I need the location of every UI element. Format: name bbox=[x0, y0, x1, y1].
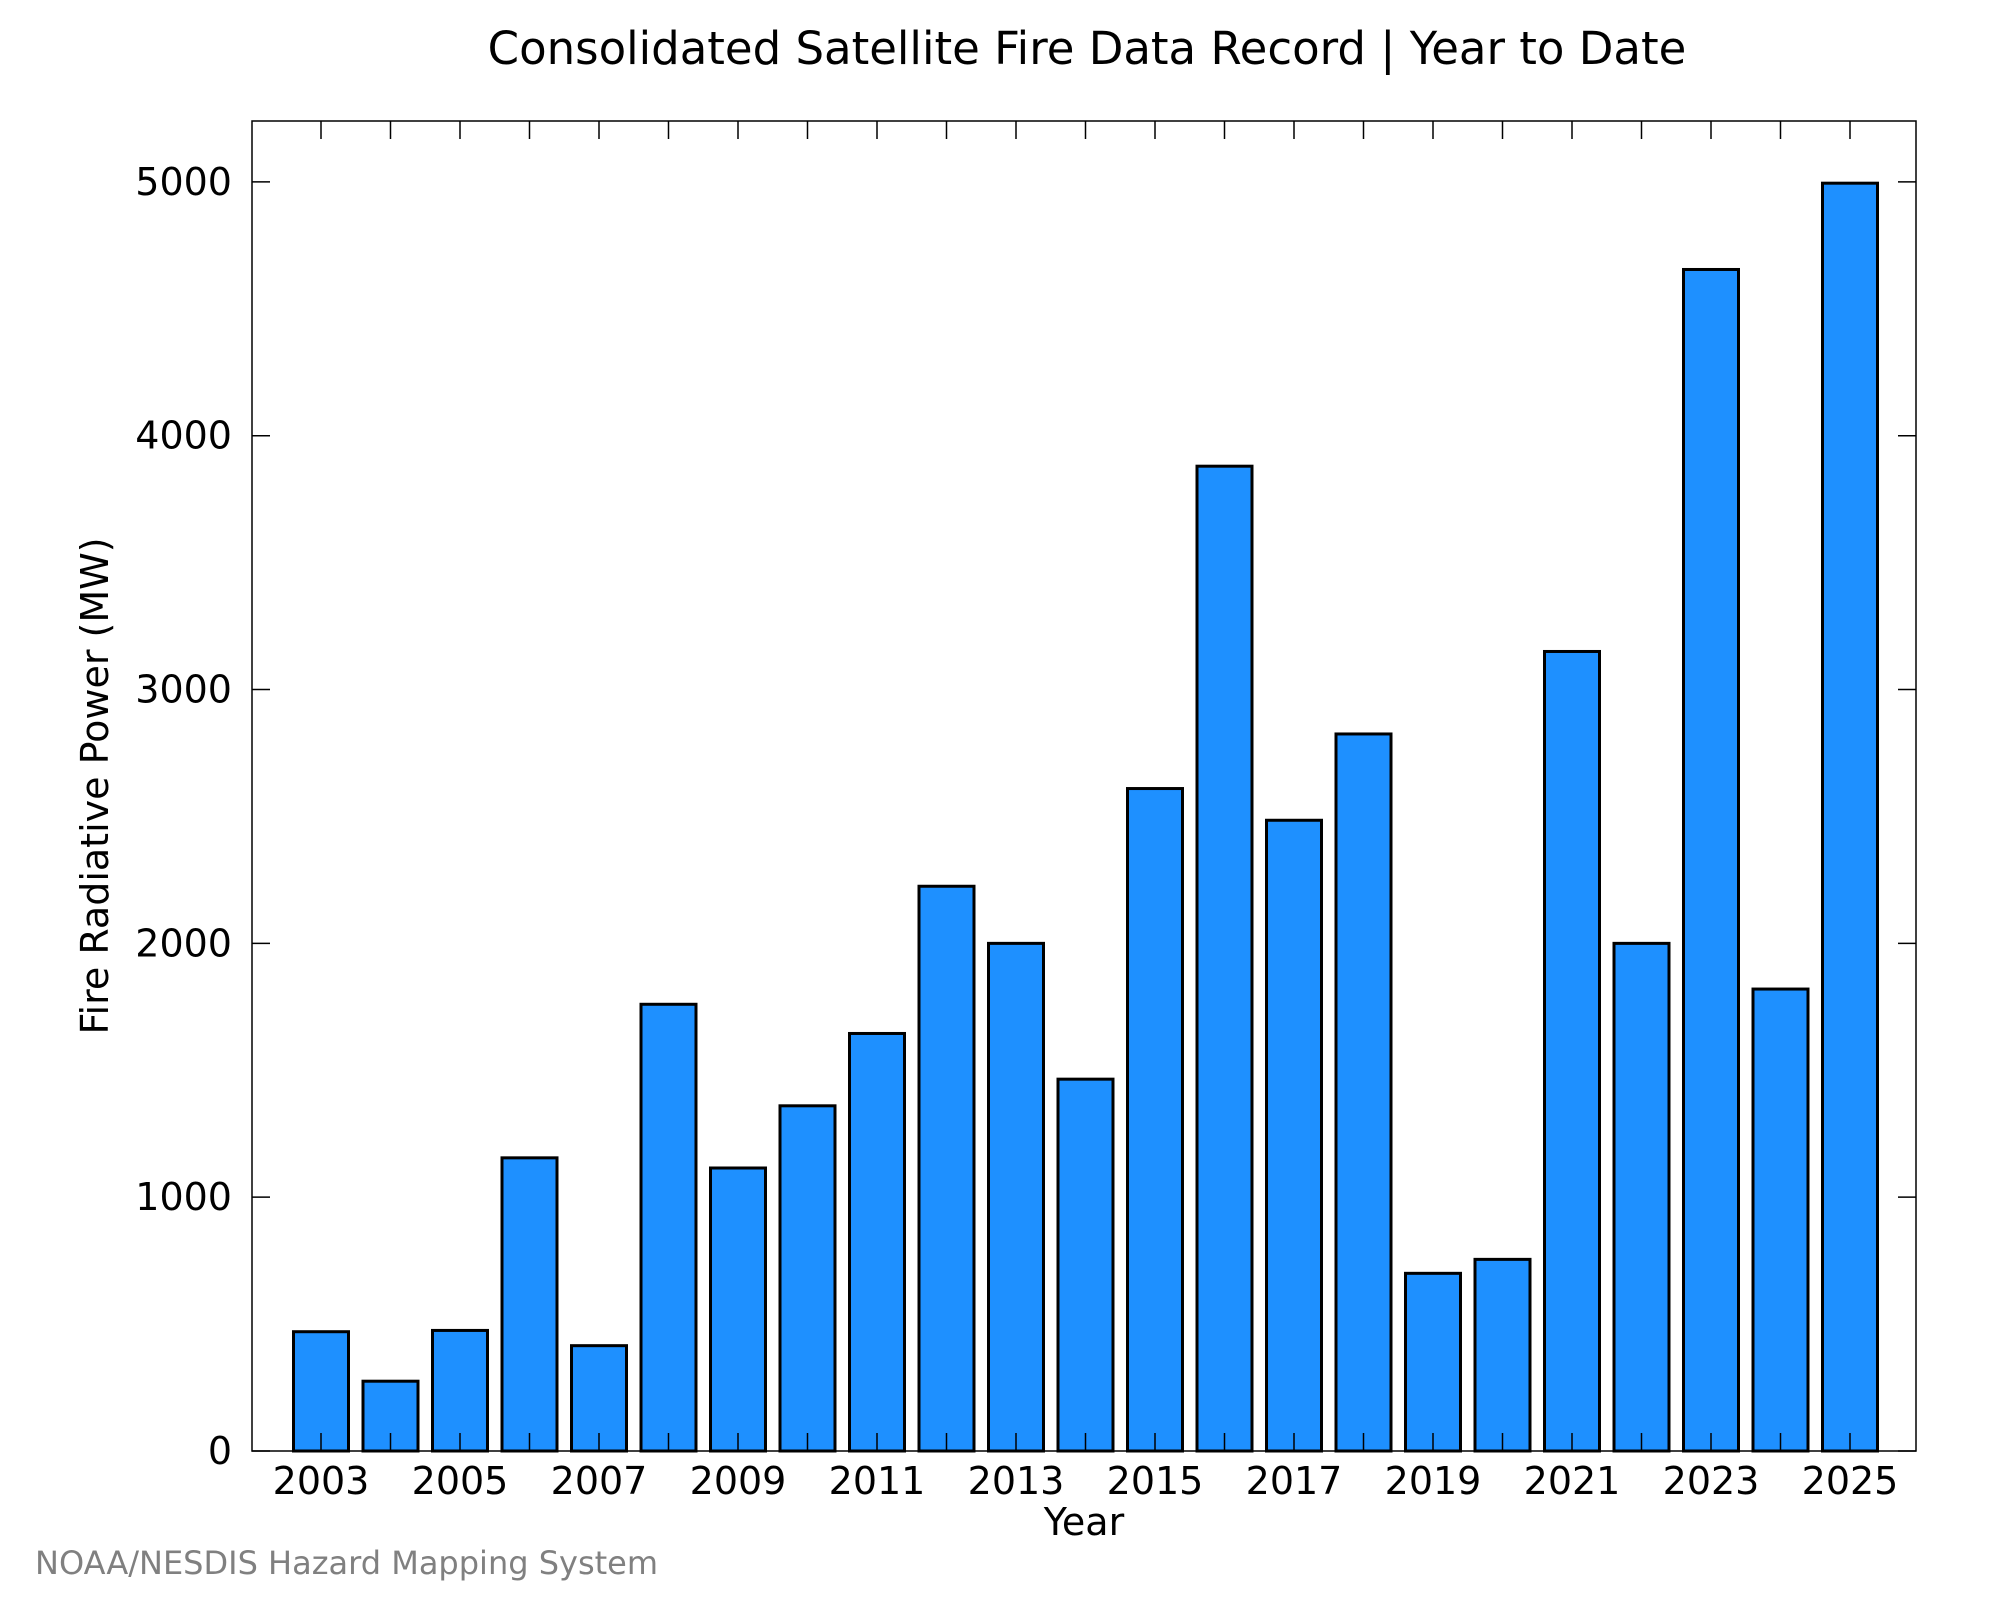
y-axis-label: Fire Radiative Power (MW) bbox=[73, 537, 117, 1034]
x-tick-label: 2005 bbox=[412, 1459, 509, 1503]
bar-2012 bbox=[917, 884, 976, 1453]
chart-title: Consolidated Satellite Fire Data Record … bbox=[488, 22, 1687, 75]
bar-2018 bbox=[1334, 732, 1393, 1453]
bar-2019 bbox=[1404, 1271, 1462, 1453]
bar-2024 bbox=[1751, 987, 1810, 1453]
bar-2011 bbox=[848, 1031, 906, 1453]
bar-2010 bbox=[778, 1104, 837, 1453]
x-tick-label: 2007 bbox=[551, 1459, 648, 1503]
plot-frame bbox=[251, 120, 1917, 1452]
bar-2015 bbox=[1126, 787, 1184, 1453]
bar-2009 bbox=[709, 1166, 767, 1453]
bar-2008 bbox=[639, 1002, 698, 1453]
credit-text: NOAA/NESDIS Hazard Mapping System bbox=[35, 1544, 658, 1582]
bar-2025 bbox=[1821, 181, 1879, 1453]
bar-2017 bbox=[1265, 818, 1323, 1453]
bar-2023 bbox=[1682, 267, 1740, 1453]
x-tick-label: 2015 bbox=[1107, 1459, 1204, 1503]
bar-2013 bbox=[987, 941, 1045, 1453]
y-tick-label: 2000 bbox=[135, 921, 232, 965]
bars-group bbox=[292, 181, 1879, 1453]
bar-2022 bbox=[1612, 941, 1671, 1453]
bar-2006 bbox=[500, 1156, 559, 1453]
bar-2020 bbox=[1473, 1257, 1532, 1453]
x-tick-label: 2017 bbox=[1246, 1459, 1343, 1503]
x-tick-label: 2013 bbox=[968, 1459, 1065, 1503]
x-tick-label: 2019 bbox=[1385, 1459, 1482, 1503]
y-tick-label: 1000 bbox=[135, 1175, 232, 1219]
ticks-group: 0 1000 2000 3000 4000 5000 2003 2005 2007 2009 201… bbox=[135, 121, 1916, 1503]
bar-2021 bbox=[1543, 649, 1601, 1453]
x-tick-label: 2011 bbox=[829, 1459, 926, 1503]
x-tick-label: 2025 bbox=[1802, 1459, 1899, 1503]
y-tick-label: 0 bbox=[208, 1429, 232, 1473]
bar-2005 bbox=[431, 1328, 489, 1453]
x-tick-label: 2023 bbox=[1663, 1459, 1760, 1503]
x-tick-label: 2009 bbox=[690, 1459, 787, 1503]
x-tick-label: 2003 bbox=[273, 1459, 370, 1503]
bar-2016 bbox=[1195, 464, 1254, 1453]
x-axis-label: Year bbox=[1043, 1500, 1125, 1544]
bar-2014 bbox=[1056, 1077, 1115, 1453]
y-tick-label: 3000 bbox=[135, 668, 232, 712]
y-tick-label: 5000 bbox=[135, 160, 232, 204]
y-tick-label: 4000 bbox=[135, 414, 232, 458]
x-tick-label: 2021 bbox=[1524, 1459, 1621, 1503]
